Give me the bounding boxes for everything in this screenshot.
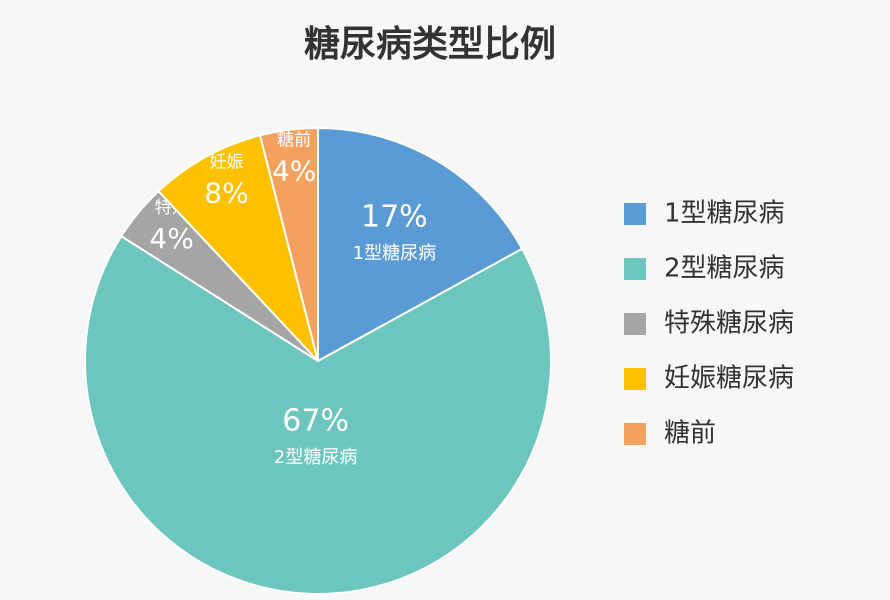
pie-slice [317, 126, 524, 363]
legend-swatch [624, 313, 646, 335]
pie-slice [258, 126, 319, 362]
slice-label: 糖前 [277, 130, 311, 150]
slice-label: 妊娠 [209, 153, 243, 173]
chart-title: 糖尿病类型比例 [304, 24, 556, 65]
legend-swatch [624, 258, 646, 280]
legend-label: 2型糖尿病 [664, 254, 785, 284]
value-label: 4% [272, 154, 316, 187]
slice-label: 2型糖尿病 [274, 447, 357, 468]
legend-swatch [624, 423, 646, 445]
pie-slice [157, 134, 319, 362]
value-label: 4% [149, 222, 193, 255]
legend-label: 糖前 [664, 419, 716, 449]
value-label: 17% [361, 199, 428, 234]
legend-swatch [624, 203, 646, 225]
slice-label: 1型糖尿病 [353, 243, 436, 264]
legend-label: 1型糖尿病 [664, 199, 785, 229]
value-label: 67% [282, 403, 349, 438]
legend-swatch [624, 368, 646, 390]
value-label: 8% [204, 177, 248, 210]
pie-slice [84, 234, 552, 595]
legend-label: 特殊糖尿病 [664, 309, 794, 339]
legend-label: 妊娠糖尿病 [664, 364, 794, 394]
